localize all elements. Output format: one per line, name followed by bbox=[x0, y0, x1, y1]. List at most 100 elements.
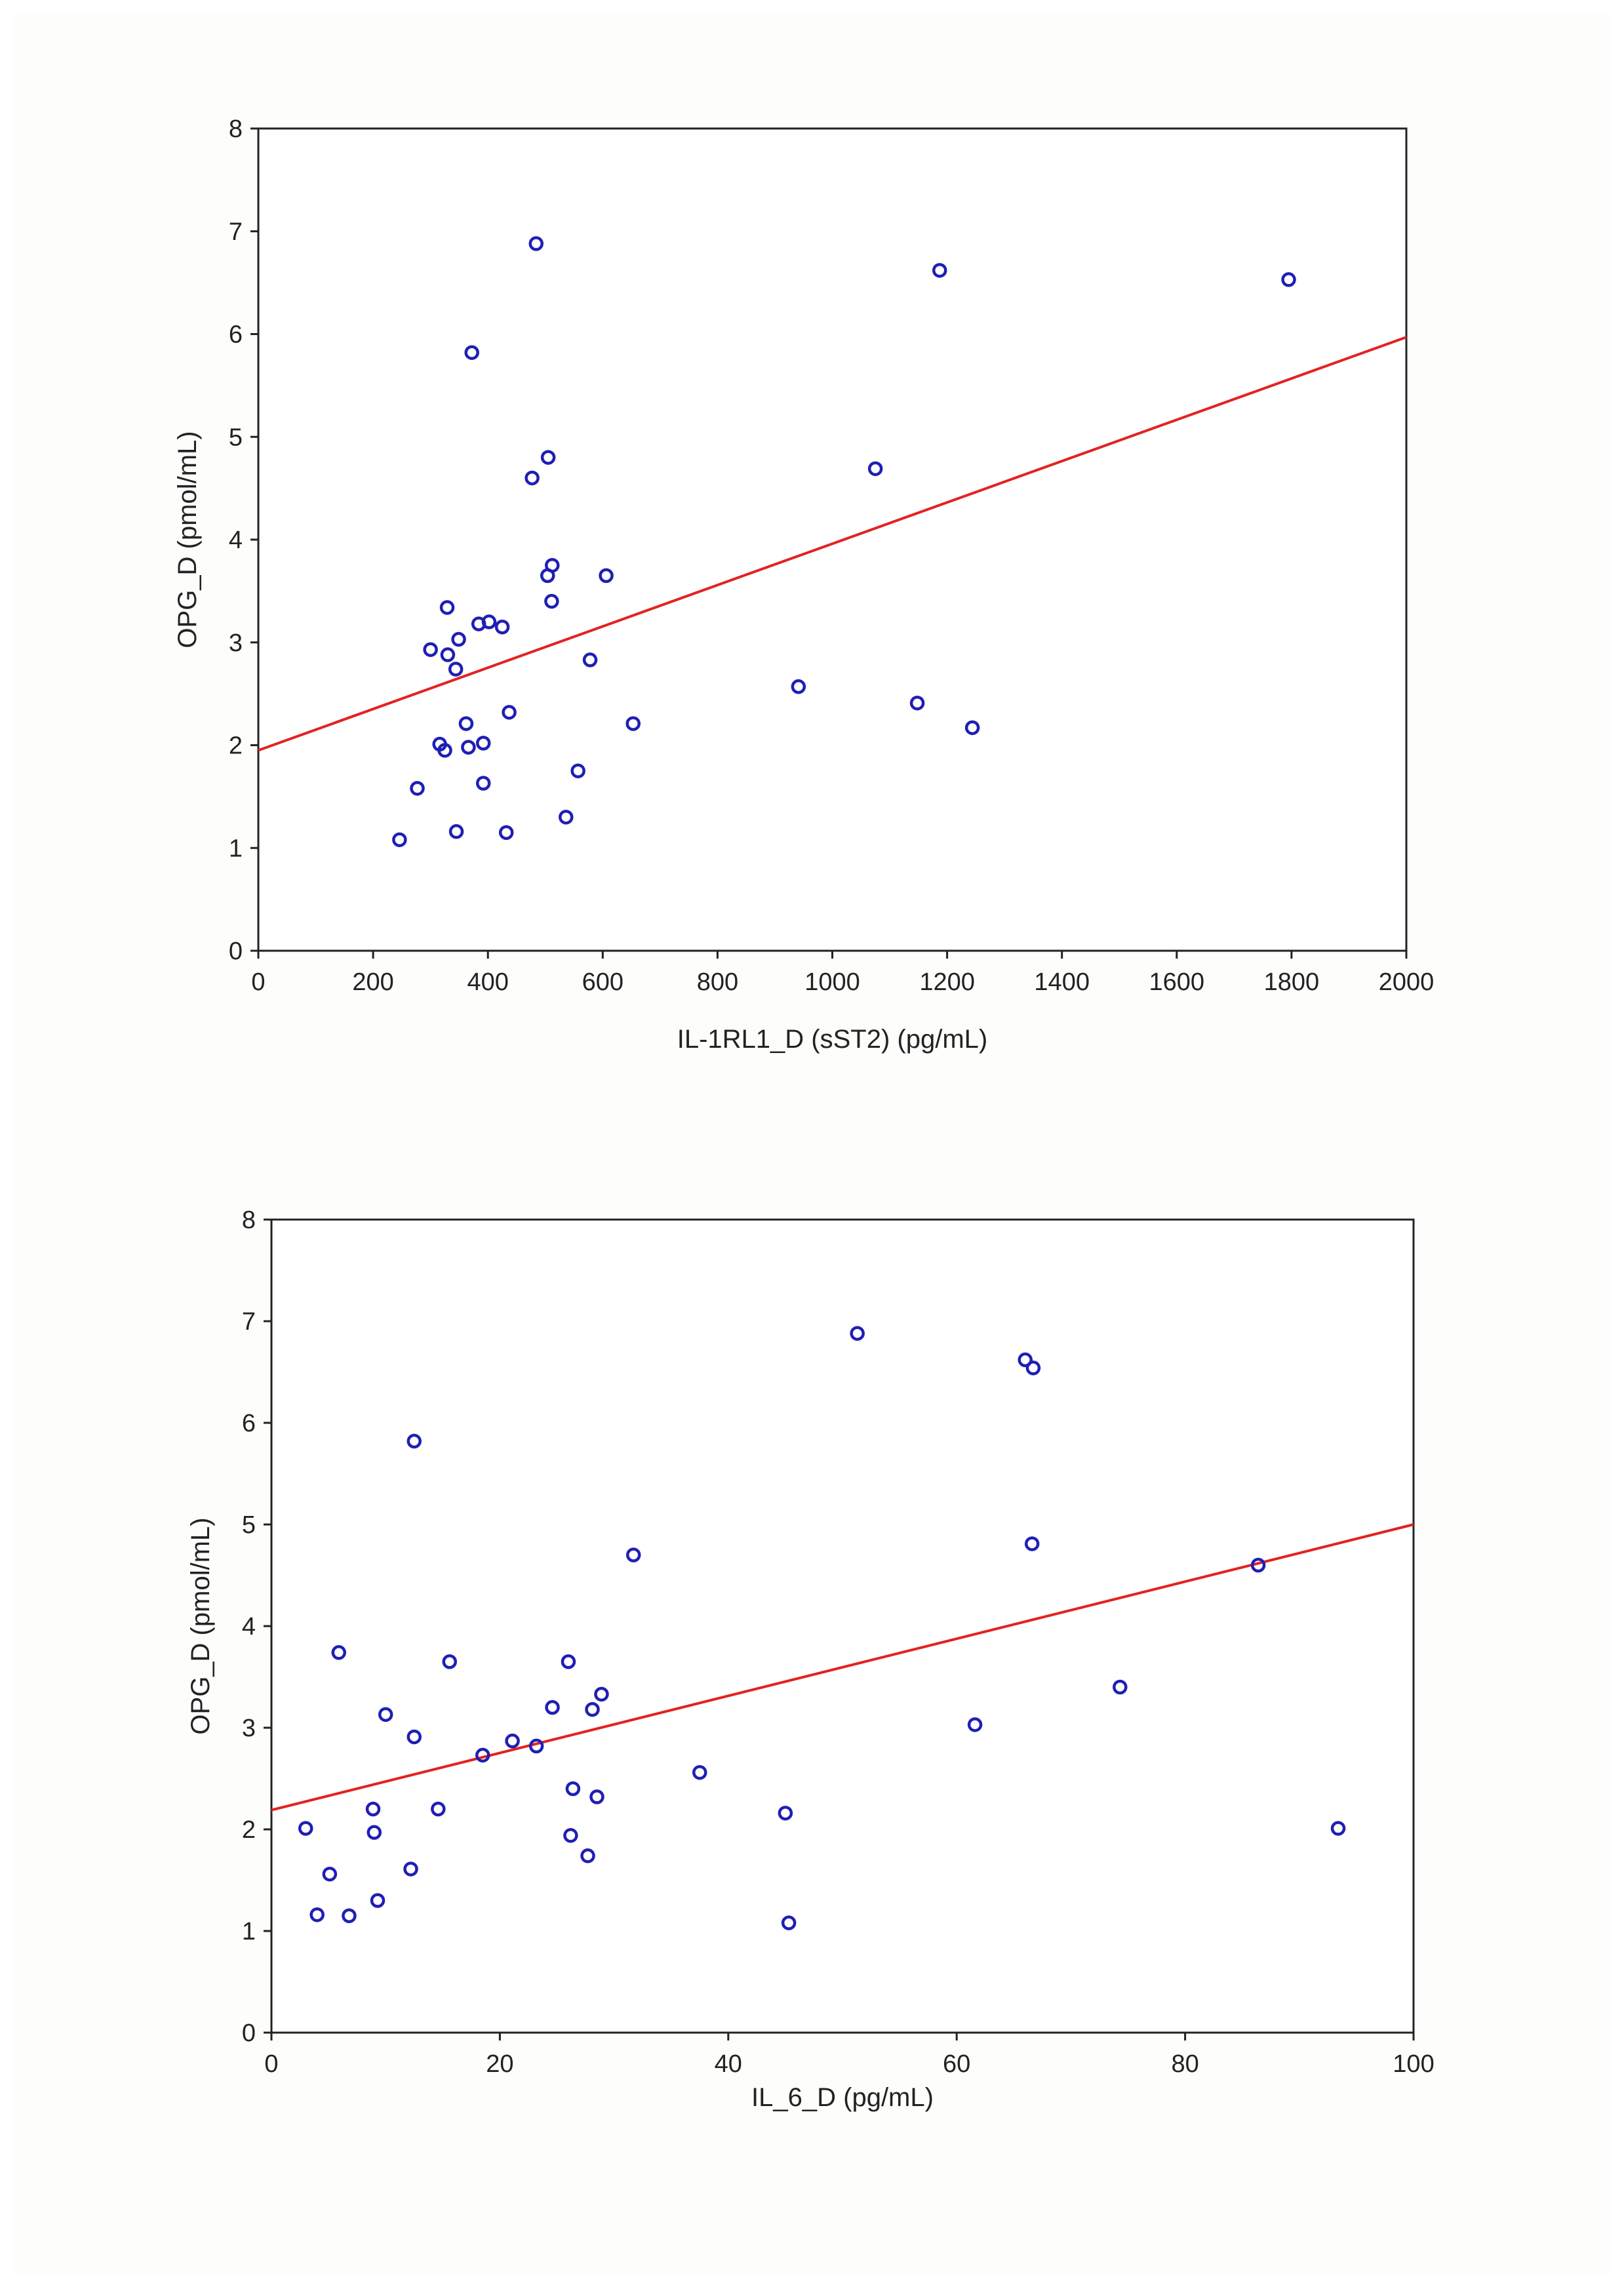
data-point bbox=[448, 824, 464, 839]
data-point bbox=[451, 631, 466, 647]
x-tick-label: 1200 bbox=[919, 968, 975, 996]
data-point bbox=[1330, 1821, 1346, 1836]
data-point bbox=[406, 1433, 422, 1449]
y-tick-label: 5 bbox=[229, 424, 243, 451]
data-point bbox=[392, 832, 407, 847]
data-point bbox=[475, 776, 491, 791]
data-point bbox=[505, 1733, 520, 1749]
y-tick-label: 4 bbox=[229, 527, 243, 554]
data-point bbox=[544, 593, 559, 609]
data-point bbox=[437, 743, 452, 758]
data-point bbox=[439, 600, 455, 615]
data-point bbox=[565, 1781, 581, 1797]
x-tick-label: 80 bbox=[1171, 2050, 1198, 2078]
x-tick-label: 1000 bbox=[804, 968, 860, 996]
x-tick-label: 60 bbox=[943, 2050, 970, 2078]
data-point bbox=[625, 1547, 641, 1562]
data-point bbox=[461, 740, 476, 755]
data-point bbox=[342, 1908, 357, 1923]
data-point bbox=[589, 1789, 604, 1804]
x-tick-label: 1800 bbox=[1264, 968, 1320, 996]
data-point bbox=[331, 1645, 347, 1660]
x-tick-label: 0 bbox=[264, 2050, 278, 2078]
figure-page: 0 200 400 600 800 1000 1200 1400 1600 1800 2000 0 1 2… bbox=[13, 13, 1611, 2276]
scatter-chart-sst2: 0 200 400 600 800 1000 1200 1400 1600 1800 2000 0 1 2… bbox=[173, 115, 1434, 1054]
data-point bbox=[498, 825, 514, 840]
x-tick-label: 20 bbox=[486, 2050, 513, 2078]
data-point bbox=[423, 642, 438, 657]
data-point bbox=[932, 263, 947, 278]
data-point bbox=[599, 568, 614, 584]
y-tick-label: 4 bbox=[242, 1613, 256, 1641]
y-tick-label: 6 bbox=[229, 321, 243, 349]
regression-line bbox=[258, 336, 1407, 752]
data-point bbox=[540, 450, 556, 465]
data-point bbox=[475, 736, 491, 751]
data-point bbox=[528, 1738, 544, 1754]
data-point bbox=[525, 470, 540, 486]
data-point bbox=[625, 716, 641, 731]
data-point bbox=[559, 809, 574, 825]
x-tick-label: 200 bbox=[352, 968, 393, 996]
data-point bbox=[1025, 1361, 1041, 1376]
data-point bbox=[1018, 1352, 1033, 1368]
data-point bbox=[410, 781, 425, 796]
data-point bbox=[967, 1717, 983, 1732]
x-tick-label: 400 bbox=[467, 968, 508, 996]
y-tick-label: 0 bbox=[229, 938, 243, 965]
y-tick-label: 8 bbox=[229, 115, 243, 143]
data-point bbox=[475, 1747, 490, 1763]
scatter-chart-il6: 0 20 40 60 80 100 0 1 2 3 4 5 6 7 8 IL_6_D (pg/mL) OPG_D… bbox=[186, 1206, 1435, 2112]
data-point bbox=[502, 705, 517, 720]
plot-frame bbox=[257, 127, 1408, 952]
x-tick-label: 1400 bbox=[1034, 968, 1090, 996]
y-axis-label: OPG_D (pmol/mL) bbox=[173, 431, 202, 648]
y-tick-label: 7 bbox=[229, 218, 243, 246]
data-point bbox=[909, 695, 925, 711]
y-tick-label: 3 bbox=[242, 1715, 256, 1742]
x-axis-label: IL_6_D (pg/mL) bbox=[751, 2083, 934, 2112]
data-point bbox=[692, 1764, 707, 1780]
data-point bbox=[464, 345, 479, 360]
data-point bbox=[1113, 1679, 1128, 1695]
data-point bbox=[545, 1700, 560, 1715]
data-point bbox=[471, 616, 486, 631]
data-point bbox=[458, 716, 474, 731]
data-point bbox=[442, 1654, 458, 1669]
y-tick-label: 2 bbox=[242, 1816, 256, 1844]
data-point bbox=[370, 1893, 386, 1908]
x-tick-label: 40 bbox=[715, 2050, 742, 2078]
data-point bbox=[494, 619, 510, 635]
data-point bbox=[867, 461, 883, 477]
data-point bbox=[582, 652, 598, 667]
x-tick-label: 100 bbox=[1393, 2050, 1434, 2078]
data-point bbox=[322, 1866, 338, 1882]
data-point bbox=[1281, 272, 1296, 287]
data-point bbox=[561, 1654, 576, 1669]
y-tick-label: 7 bbox=[242, 1308, 256, 1336]
x-tick-label: 800 bbox=[697, 968, 738, 996]
data-point bbox=[563, 1828, 578, 1843]
y-tick-label: 2 bbox=[229, 732, 243, 760]
regression-line bbox=[271, 1523, 1414, 1812]
data-point bbox=[791, 679, 806, 694]
data-point bbox=[406, 1729, 422, 1745]
data-point bbox=[850, 1326, 865, 1341]
data-point bbox=[403, 1861, 418, 1877]
x-tick-label: 600 bbox=[582, 968, 624, 996]
y-tick-label: 0 bbox=[242, 2020, 256, 2047]
y-axis-label: OPG_D (pmol/mL) bbox=[186, 1517, 215, 1734]
data-point bbox=[580, 1848, 595, 1863]
data-point bbox=[1250, 1557, 1266, 1573]
y-tick-label: 6 bbox=[242, 1410, 256, 1437]
data-point bbox=[594, 1686, 609, 1702]
data-point bbox=[365, 1801, 381, 1817]
data-point bbox=[528, 236, 544, 251]
y-tick-label: 3 bbox=[229, 629, 243, 657]
y-tick-label: 8 bbox=[242, 1206, 256, 1234]
data-point bbox=[585, 1702, 600, 1717]
data-point bbox=[781, 1915, 797, 1930]
data-point bbox=[366, 1825, 382, 1840]
y-tick-label: 1 bbox=[242, 1918, 256, 1945]
data-point bbox=[1024, 1536, 1040, 1551]
